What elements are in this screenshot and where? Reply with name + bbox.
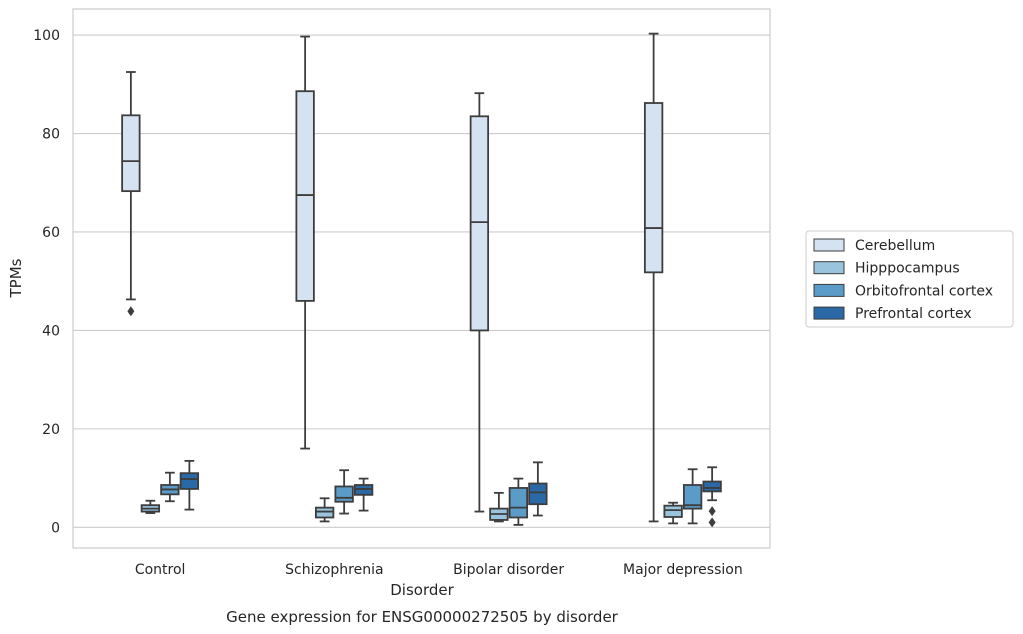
box-iqr [663,504,683,518]
legend: Cerebellum Hipppocampus Orbitofrontal cort… [805,230,1014,328]
plot-frame [72,8,771,549]
box-prefrontal-cortex [702,466,722,528]
box-cerebellum [643,32,664,523]
y-axis-ticks: 0 20 40 60 80 100 [33,28,60,536]
box-iqr [179,472,200,490]
box-iqr [334,485,354,503]
box-iqr [682,484,703,510]
box-prefrontal-cortex [353,477,374,512]
legend-swatch [813,238,845,252]
x-tick-label: Schizophrenia [285,562,383,578]
box-prefrontal-cortex [179,459,200,511]
box-iqr [469,115,490,332]
y-tick-label: 40 [42,323,60,339]
box-cerebellum [295,35,315,450]
x-axis-label: Disorder [390,581,454,599]
legend-items: Cerebellum Hipppocampus Orbitofrontal cort… [813,238,993,322]
box-orbitofrontal-cortex [508,477,529,526]
y-tick-label: 60 [42,225,60,241]
y-tick-label: 20 [42,422,60,438]
legend-label: Cerebellum [855,238,935,254]
box-iqr [295,90,315,302]
outlier-point [127,306,135,317]
box-iqr [702,480,722,493]
box-prefrontal-cortex [528,461,548,517]
legend-swatch [813,306,845,320]
y-tick-label: 100 [33,28,60,44]
box-hipppocampus [489,491,509,523]
box-iqr [528,482,548,506]
outlier-point [708,517,716,528]
box-cerebellum [469,92,490,513]
box-iqr [353,484,374,496]
outlier-point [708,506,716,517]
plot-area [121,32,722,528]
box-orbitofrontal-cortex [334,469,354,515]
box-iqr [121,114,141,193]
chart-caption: Gene expression for ENSG00000272505 by d… [226,608,619,626]
legend-frame [805,230,1014,328]
box-hipppocampus [140,499,161,514]
y-tick-label: 0 [51,520,60,536]
legend-label: Prefrontal cortex [855,306,972,322]
legend-label: Orbitofrontal cortex [855,283,993,299]
x-axis-ticks: Control Schizophrenia Bipolar disorder Majo… [135,562,743,578]
box-hipppocampus [314,497,335,523]
box-cerebellum [121,71,141,317]
box-iqr [314,506,335,519]
gridlines [73,34,770,528]
x-tick-label: Major depression [623,562,743,578]
y-tick-label: 80 [42,127,60,143]
y-axis-label: TPMs [7,258,25,298]
box-orbitofrontal-cortex [160,471,180,503]
legend-label: Hipppocampus [855,261,960,277]
box-iqr [643,102,664,274]
box-orbitofrontal-cortex [682,468,703,525]
legend-swatch [813,261,845,275]
x-tick-label: Control [135,562,186,578]
legend-swatch [813,283,845,297]
x-tick-label: Bipolar disorder [453,562,564,578]
box-iqr [508,487,529,519]
box-hipppocampus [663,501,683,525]
